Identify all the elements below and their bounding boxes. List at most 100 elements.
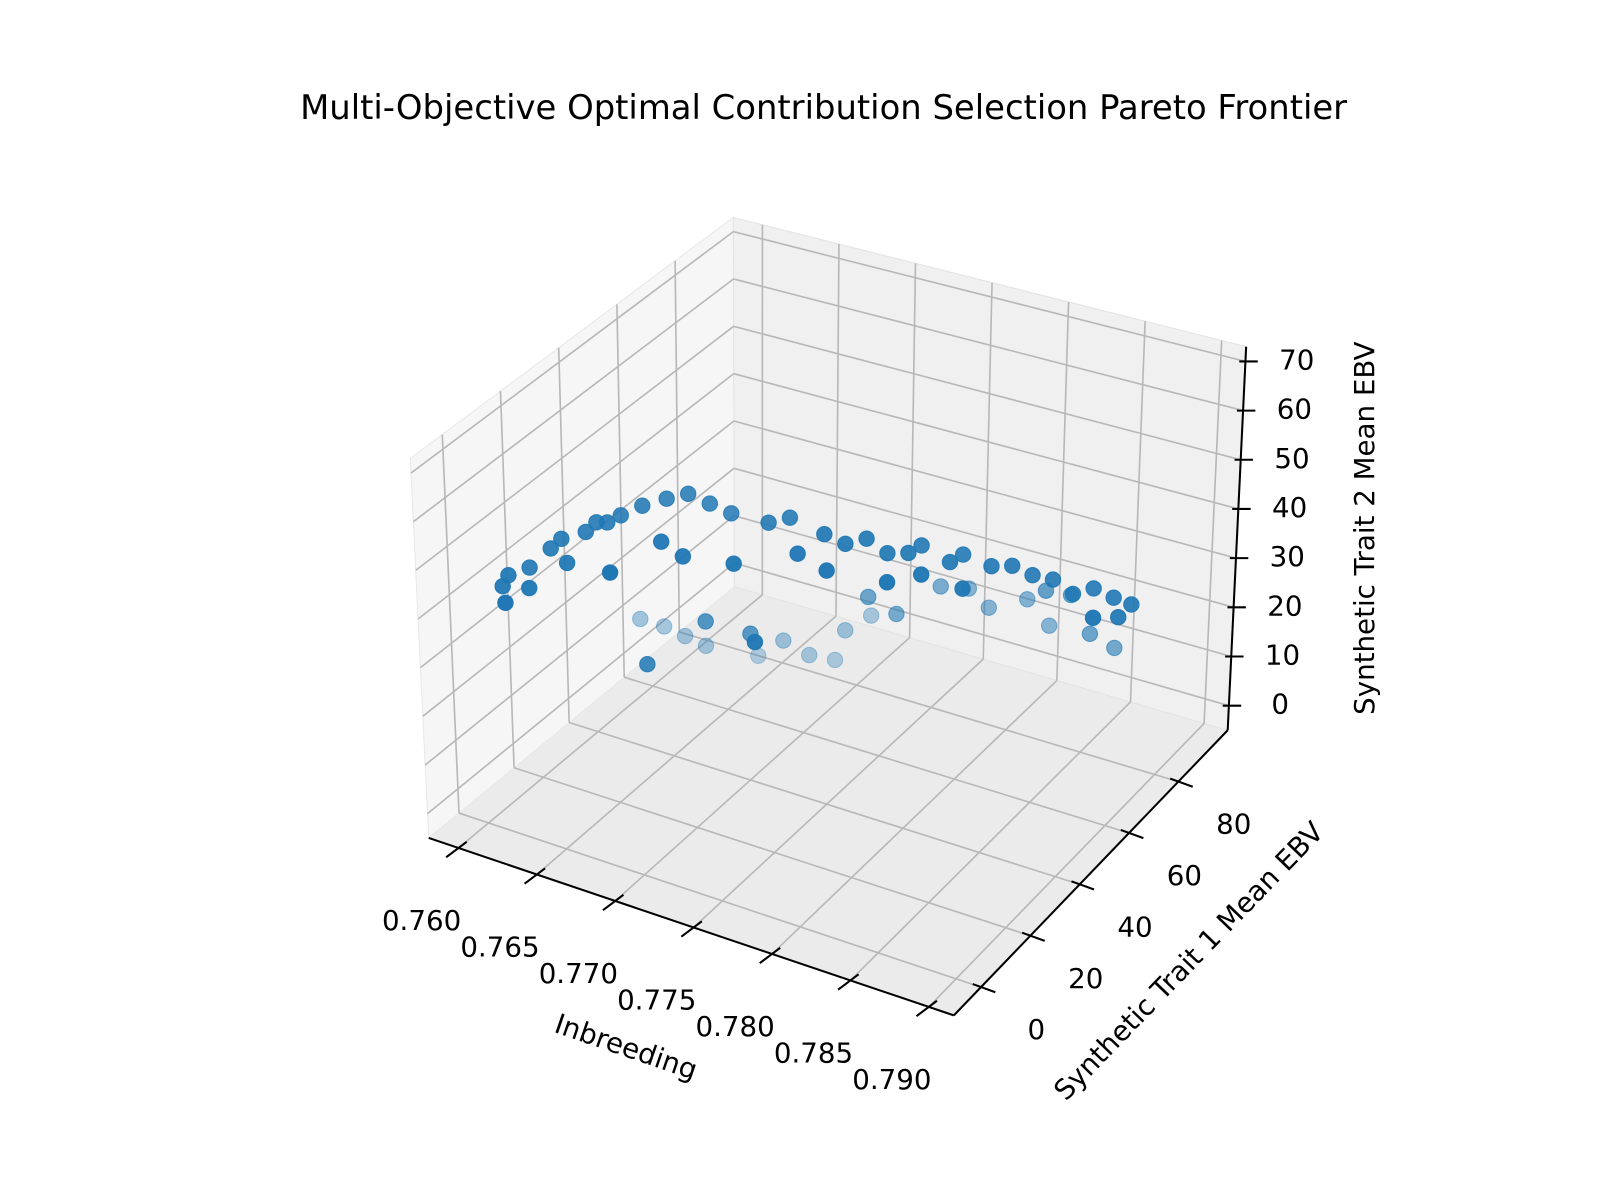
point — [1044, 571, 1062, 588]
point — [497, 594, 514, 612]
point — [900, 544, 917, 562]
z-tick-label: 0 — [1271, 688, 1289, 721]
point — [655, 618, 673, 635]
grid-line — [733, 325, 1241, 461]
x-tick-label: 0.770 — [539, 957, 618, 990]
point — [1123, 596, 1140, 613]
z-tick-label: 40 — [1272, 491, 1307, 524]
grid-line — [733, 278, 1244, 412]
x-tick-label: 0.780 — [695, 1010, 774, 1043]
grid-line — [412, 278, 735, 523]
grid-line — [536, 615, 837, 876]
x-tick-mark — [602, 894, 625, 912]
grid-line — [419, 420, 735, 669]
point — [801, 646, 818, 664]
x-tick-mark — [915, 999, 938, 1017]
z-tick-label: 30 — [1270, 540, 1305, 573]
point — [521, 559, 538, 576]
y-tick-label: 40 — [1117, 910, 1152, 943]
point — [980, 599, 998, 616]
grid-line — [771, 679, 1058, 955]
point — [775, 632, 792, 649]
point — [634, 497, 651, 514]
point — [837, 535, 854, 553]
grid-line — [415, 325, 735, 572]
point — [816, 525, 833, 543]
z-tick-label: 10 — [1265, 638, 1300, 671]
point — [553, 530, 570, 548]
grid-line — [679, 631, 1179, 783]
point — [818, 562, 835, 579]
point — [632, 610, 649, 628]
x-tick-mark — [759, 946, 781, 964]
y-tick-mark — [1120, 828, 1144, 840]
point — [826, 651, 844, 669]
grid-line — [733, 230, 1246, 363]
z-tick-label: 60 — [1277, 393, 1312, 426]
grid-line — [733, 514, 1232, 658]
y-tick-mark — [1071, 880, 1095, 891]
x-tick-label: 0.775 — [617, 983, 696, 1016]
point — [601, 564, 619, 581]
point — [1064, 585, 1082, 603]
point — [521, 579, 538, 597]
z-tick-label: 70 — [1279, 343, 1314, 376]
grid-line — [427, 562, 735, 815]
chart-title: Multi-Objective Optimal Contribution Sel… — [300, 88, 1347, 127]
point — [542, 540, 559, 557]
point — [1084, 609, 1102, 627]
point — [697, 613, 714, 630]
point — [676, 627, 694, 645]
grid-line — [734, 562, 1230, 707]
point — [1106, 639, 1123, 657]
point — [760, 514, 777, 531]
point — [862, 607, 880, 624]
z-axis-label: Synthetic Trait 2 Mean EBV — [1348, 341, 1381, 714]
point — [878, 574, 896, 591]
grid-line — [614, 637, 911, 902]
point — [697, 637, 715, 654]
point — [494, 578, 511, 595]
point — [837, 622, 854, 639]
grid-line — [410, 230, 734, 474]
z-tick-label: 50 — [1274, 442, 1309, 475]
x-tick-label: 0.785 — [774, 1036, 853, 1069]
point — [879, 544, 896, 562]
x-tick-label: 0.765 — [460, 930, 539, 963]
point — [652, 533, 670, 550]
y-tick-label: 80 — [1216, 808, 1251, 841]
point — [912, 566, 930, 583]
point — [1081, 625, 1099, 643]
x-tick-label: 0.760 — [382, 904, 461, 937]
x-tick-label: 0.790 — [852, 1063, 931, 1096]
point — [954, 580, 971, 597]
point — [746, 633, 764, 651]
grid-line — [928, 722, 1205, 1008]
grid-line — [458, 812, 982, 988]
y-tick-label: 60 — [1167, 859, 1202, 892]
point — [941, 553, 959, 571]
z-axis-line — [1226, 346, 1248, 731]
y-tick-mark — [1169, 777, 1194, 788]
grid-line — [513, 766, 1031, 937]
grid-line — [849, 701, 1132, 982]
point — [612, 507, 629, 524]
point — [588, 514, 605, 531]
y-tick-label: 0 — [1028, 1013, 1046, 1046]
grid-line — [623, 676, 1130, 834]
y-axis-line — [953, 729, 1229, 1017]
point — [932, 578, 949, 595]
grid-line — [422, 467, 735, 717]
point — [725, 555, 742, 572]
point — [781, 509, 799, 526]
point — [723, 505, 740, 522]
grid-line — [457, 594, 763, 849]
point — [983, 558, 1000, 575]
grid-line — [417, 373, 735, 620]
y-tick-label: 20 — [1068, 962, 1103, 995]
point — [558, 554, 576, 572]
x-tick-mark — [445, 841, 468, 859]
grid-line — [693, 658, 984, 929]
y-tick-mark — [1021, 931, 1046, 942]
